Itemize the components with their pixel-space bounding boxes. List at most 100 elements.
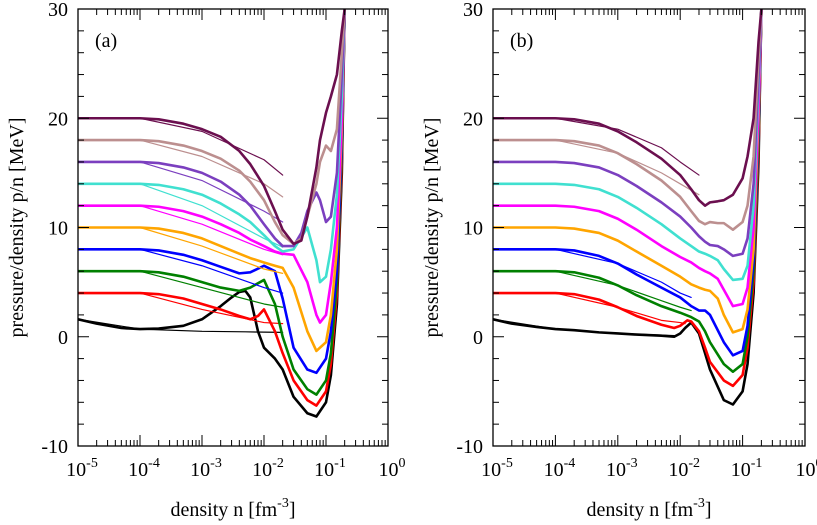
x-tick-exponent: 0	[816, 456, 817, 471]
x-axis-label-exponent: -3	[277, 496, 289, 511]
x-axis-ticks	[492, 9, 806, 446]
series-line-2	[78, 318, 284, 333]
y-tick-label: 30	[48, 0, 68, 21]
y-axis-ticks	[493, 8, 805, 447]
y-tick-label: 20	[48, 108, 68, 130]
series-line-6	[493, 270, 692, 312]
x-axis-label-main: density n [fm	[171, 499, 278, 521]
x-axis-ticks	[77, 9, 389, 446]
series-line-1	[78, 9, 346, 418]
x-tick-base: 10	[190, 459, 210, 481]
x-tick-label: 10-1	[731, 456, 763, 481]
y-axis-label: pressure/density p/n [MeV]	[421, 118, 443, 338]
x-tick-label: 100	[379, 456, 406, 481]
series-line-16	[493, 117, 700, 176]
series-line-12	[493, 9, 763, 258]
x-tick-base: 10	[731, 459, 751, 481]
x-axis-label-exponent: -3	[693, 496, 705, 511]
x-tick-label: 10-4	[128, 456, 160, 481]
series-line-5	[493, 9, 763, 374]
series-group	[493, 9, 763, 406]
x-tick-base: 10	[128, 459, 148, 481]
x-tick-label: 10-5	[481, 456, 513, 481]
x-tick-exponent: -2	[688, 456, 700, 471]
x-tick-exponent: 0	[399, 456, 406, 471]
series-line-15	[493, 9, 763, 207]
series-line-11	[493, 9, 763, 282]
series-line-4	[78, 292, 284, 325]
y-tick-label: 20	[463, 108, 483, 130]
series-line-2	[493, 318, 675, 337]
panel-label: (a)	[95, 30, 117, 52]
series-line-13	[493, 9, 763, 231]
x-tick-base: 10	[481, 459, 501, 481]
x-tick-exponent: -3	[626, 456, 638, 471]
series-line-5	[78, 9, 346, 396]
x-tick-exponent: -1	[751, 456, 763, 471]
y-tick-label: 10	[463, 218, 483, 240]
x-axis-label: density n [fm-3]	[587, 496, 712, 521]
x-tick-label: 10-2	[668, 456, 700, 481]
series-line-13	[78, 9, 346, 284]
y-tick-label: 0	[58, 327, 68, 349]
y-tick-label: -10	[456, 436, 483, 458]
series-line-17	[78, 9, 346, 246]
series-line-7	[78, 9, 346, 375]
series-line-8	[493, 248, 692, 299]
chart-panel-2: -10010203010-510-410-310-210-1100density…	[421, 0, 817, 521]
series-line-8	[78, 248, 284, 294]
x-tick-label: 100	[796, 456, 817, 481]
x-tick-exponent: -1	[334, 456, 346, 471]
series-line-15	[78, 9, 346, 248]
x-tick-exponent: -2	[272, 456, 284, 471]
x-tick-label: 10-4	[544, 456, 576, 481]
series-line-10	[493, 9, 763, 308]
series-line-12	[78, 205, 284, 256]
x-tick-base: 10	[314, 459, 334, 481]
x-axis-label-close: ]	[289, 499, 296, 521]
series-line-14	[78, 183, 284, 248]
series-line-11	[78, 9, 346, 324]
series-line-9	[78, 9, 346, 353]
x-axis-label-main: density n [fm	[587, 499, 694, 521]
x-axis-label-close: ]	[705, 499, 712, 521]
x-tick-base: 10	[606, 459, 626, 481]
series-line-16	[78, 161, 284, 223]
x-tick-exponent: -3	[210, 456, 222, 471]
y-tick-label: -10	[41, 436, 68, 458]
series-group	[78, 9, 346, 418]
x-tick-label: 10-1	[314, 456, 346, 481]
x-tick-label: 10-3	[606, 456, 638, 481]
x-tick-base: 10	[796, 459, 816, 481]
y-tick-label: 0	[473, 327, 483, 349]
y-tick-label: 30	[463, 0, 483, 21]
x-tick-base: 10	[544, 459, 564, 481]
x-tick-base: 10	[379, 459, 399, 481]
series-line-18	[78, 139, 284, 198]
x-tick-exponent: -5	[86, 456, 98, 471]
x-axis-label: density n [fm-3]	[171, 496, 296, 521]
x-tick-label: 10-3	[190, 456, 222, 481]
x-tick-base: 10	[66, 459, 86, 481]
x-tick-base: 10	[252, 459, 272, 481]
x-tick-base: 10	[668, 459, 688, 481]
x-tick-exponent: -4	[148, 456, 160, 471]
y-axis-ticks	[78, 8, 388, 447]
series-line-10	[78, 226, 284, 274]
series-line-19	[78, 9, 346, 246]
panel-label: (b)	[510, 30, 533, 52]
y-axis-label: pressure/density p/n [MeV]	[6, 118, 28, 338]
x-tick-label: 10-5	[66, 456, 98, 481]
x-tick-label: 10-2	[252, 456, 284, 481]
series-line-9	[493, 9, 763, 334]
series-line-3	[78, 9, 346, 407]
series-line-6	[78, 270, 284, 308]
y-tick-label: 10	[48, 218, 68, 240]
series-line-20	[78, 117, 284, 176]
x-tick-exponent: -4	[564, 456, 576, 471]
series-line-3	[493, 9, 763, 388]
series-line-14	[493, 139, 700, 196]
series-line-7	[493, 9, 763, 357]
